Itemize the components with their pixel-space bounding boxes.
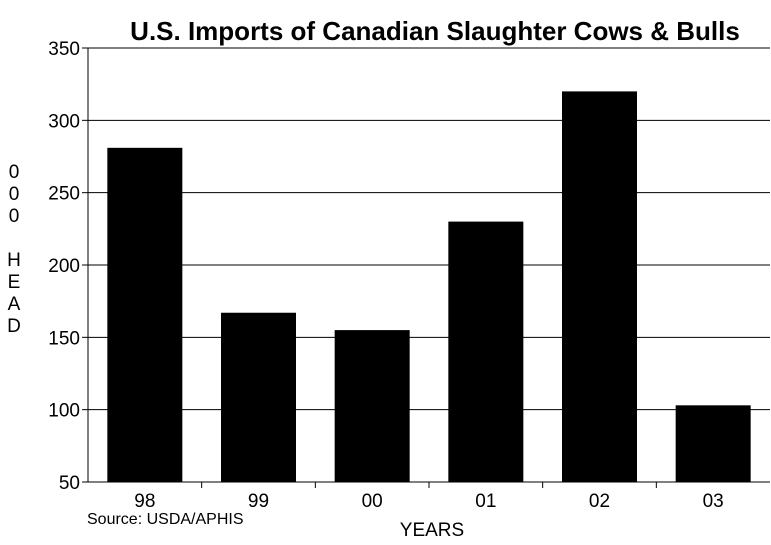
y-axis-label-char: H <box>7 250 21 271</box>
grid-layer <box>88 47 770 411</box>
axes-layer <box>82 47 770 488</box>
y-axis-label-char: E <box>8 272 21 293</box>
x-tick-label: 03 <box>703 491 724 512</box>
y-tick-label: 350 <box>48 39 80 60</box>
bars-layer <box>107 91 751 483</box>
x-tick-label: 99 <box>248 491 269 512</box>
x-tick-label: 02 <box>589 491 610 512</box>
y-tick-label: 250 <box>48 184 80 205</box>
y-tick-label: 150 <box>48 328 80 349</box>
x-tick-label: 01 <box>475 491 496 512</box>
y-axis-label-char: 0 <box>9 162 20 183</box>
y-tick-label: 50 <box>59 473 80 494</box>
x-axis-label: YEARS <box>400 520 464 541</box>
y-tick-label: 300 <box>48 111 80 132</box>
bar-98 <box>107 147 183 482</box>
y-axis-label-char: 0 <box>9 184 20 205</box>
x-tick-label: 00 <box>362 491 383 512</box>
chart-title: U.S. Imports of Canadian Slaughter Cows … <box>130 16 740 46</box>
x-tick-label: 98 <box>134 491 155 512</box>
y-axis-label-char: D <box>7 316 21 337</box>
y-tick-label: 200 <box>48 256 80 277</box>
bar-00 <box>334 330 410 482</box>
y-tick-label: 100 <box>48 401 80 422</box>
y-tick-labels: 50 100 150 200 250 300 350 <box>48 39 80 494</box>
x-tick-labels: 98 99 00 01 02 03 <box>134 491 723 512</box>
source-note: Source: USDA/APHIS <box>87 511 244 528</box>
bar-01 <box>448 221 524 482</box>
bar-02 <box>562 91 637 483</box>
y-axis-label-char: 0 <box>9 206 20 227</box>
bar-99 <box>221 312 296 482</box>
bar-03 <box>675 405 751 482</box>
y-axis-label-char: A <box>8 294 21 315</box>
